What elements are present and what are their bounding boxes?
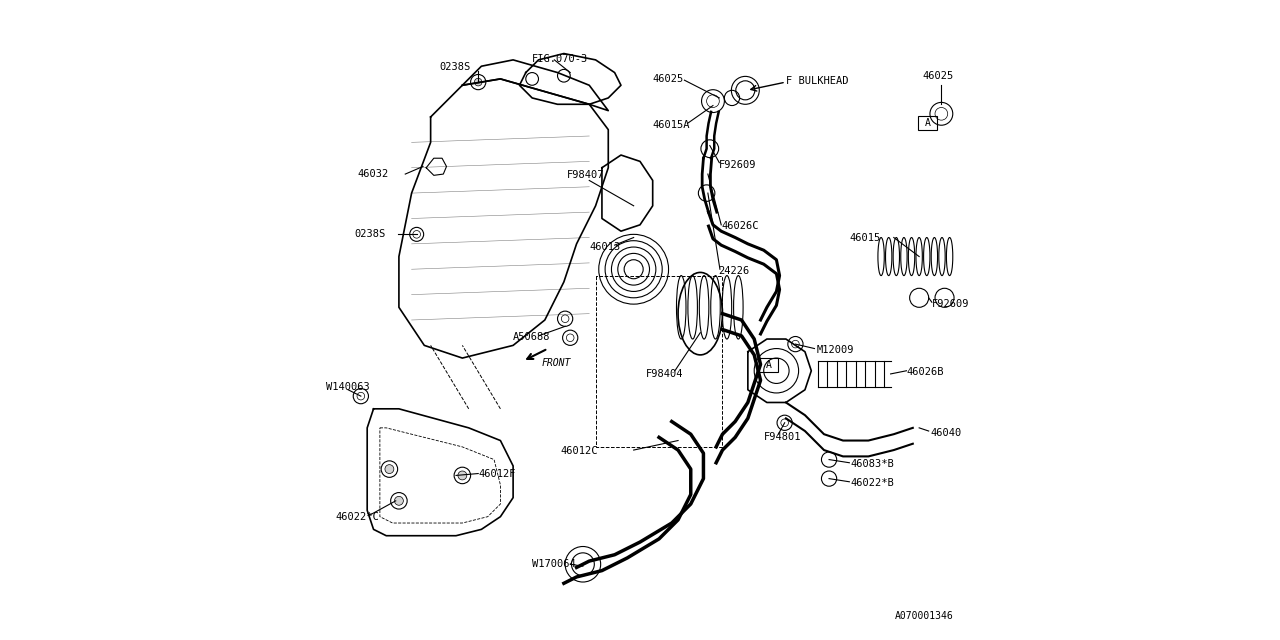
Text: A: A <box>765 360 772 370</box>
Circle shape <box>385 465 394 474</box>
Text: A070001346: A070001346 <box>895 611 954 621</box>
Text: FRONT: FRONT <box>541 358 571 368</box>
Text: 24226: 24226 <box>718 266 750 275</box>
Text: F92609: F92609 <box>719 159 756 170</box>
Bar <box>918 116 937 130</box>
Text: 46022*C: 46022*C <box>335 511 379 522</box>
Text: 0238S: 0238S <box>355 229 385 239</box>
Text: FIG.070-3: FIG.070-3 <box>532 54 589 63</box>
Text: 46083*B: 46083*B <box>851 459 895 469</box>
Text: F BULKHEAD: F BULKHEAD <box>786 76 849 86</box>
Text: W140063: W140063 <box>326 381 370 392</box>
Text: 46032: 46032 <box>357 169 389 179</box>
Text: F94801: F94801 <box>764 432 801 442</box>
Circle shape <box>394 497 403 505</box>
Text: 46022*B: 46022*B <box>851 478 895 488</box>
Text: 46025: 46025 <box>653 74 684 84</box>
Text: M12009: M12009 <box>817 345 854 355</box>
Text: A50688: A50688 <box>513 332 550 342</box>
Text: 46012C: 46012C <box>561 446 598 456</box>
Text: 46025: 46025 <box>923 72 954 81</box>
Text: 46026C: 46026C <box>721 221 759 231</box>
Text: 46015A: 46015A <box>653 120 690 129</box>
Text: 46013: 46013 <box>589 242 621 252</box>
Text: F92609: F92609 <box>932 299 969 309</box>
Text: W170064: W170064 <box>532 559 576 569</box>
Bar <box>759 358 778 372</box>
Text: F98407: F98407 <box>567 170 604 180</box>
Text: A: A <box>924 118 931 128</box>
Text: 0238S: 0238S <box>439 63 470 72</box>
Text: 46015: 46015 <box>850 232 881 243</box>
Text: F98404: F98404 <box>646 369 684 379</box>
Text: 46012F: 46012F <box>479 468 516 479</box>
Text: 46026B: 46026B <box>906 367 943 377</box>
Text: 46040: 46040 <box>931 428 961 438</box>
Circle shape <box>475 78 483 86</box>
Circle shape <box>458 471 467 480</box>
